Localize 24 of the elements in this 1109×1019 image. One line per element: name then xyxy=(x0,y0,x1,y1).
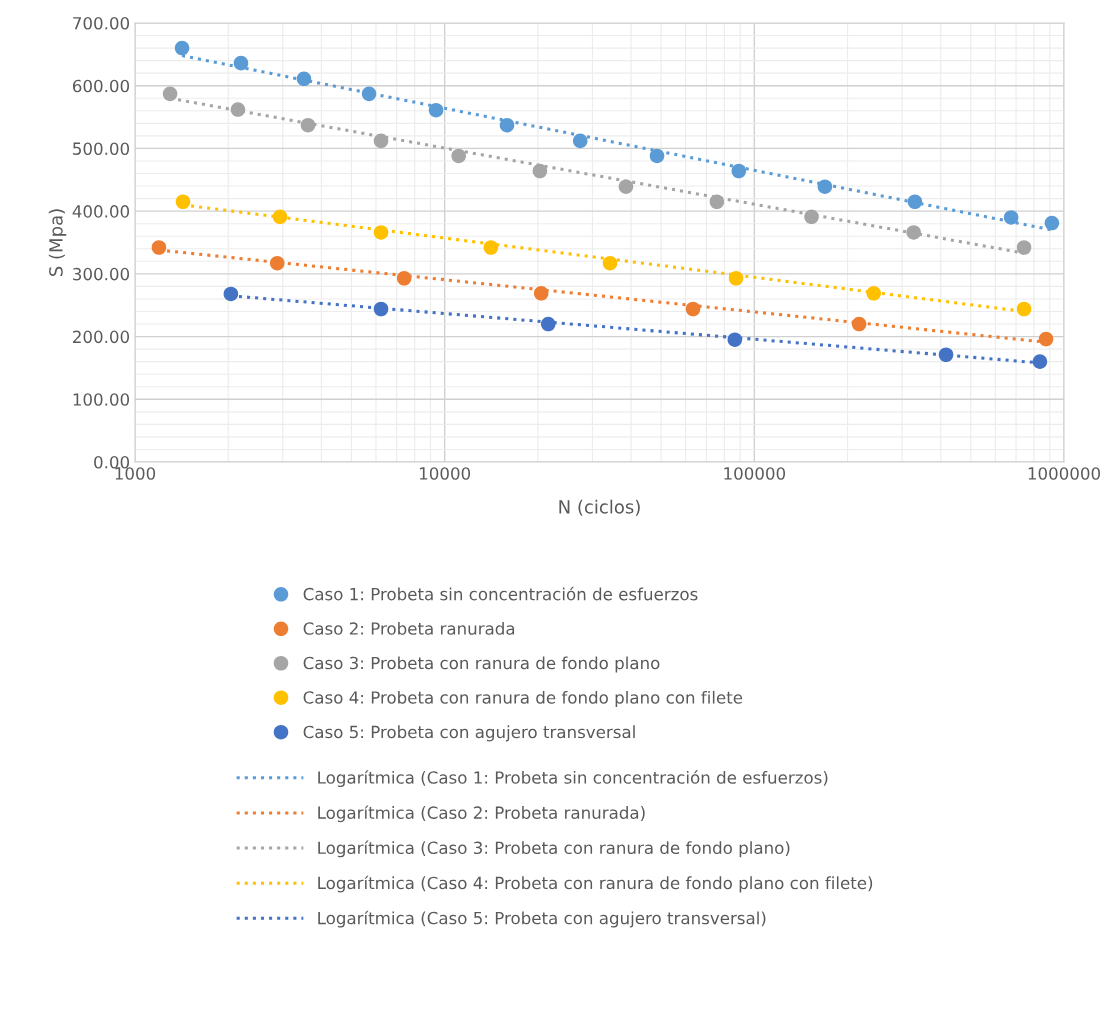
y-tick-label: 400.00 xyxy=(72,205,130,218)
x-tick-label: 1000 xyxy=(115,467,156,480)
y-tick-label: 0.00 xyxy=(94,455,130,469)
legend-label: Logarítmica (Caso 2: Probeta ranurada) xyxy=(318,805,645,823)
legend-label: Logarítmica (Caso 1: Probeta sin concentración de esfuerzos) xyxy=(318,770,828,788)
legend-label: Logarítmica (Caso 4: Probeta con ranura de fondo plano con filete) xyxy=(318,875,873,893)
y-tick-label: 500.00 xyxy=(73,142,130,155)
legend-label: Logarítmica (Caso 5: Probeta con agujero transversal) xyxy=(318,910,766,928)
y-tick-label: 700.00 xyxy=(73,16,130,30)
x-tick-label: 100000 xyxy=(724,467,786,480)
legend-label: Caso 1: Probeta sin concentración de esfuerzos xyxy=(303,586,698,601)
legend-label: Logarítmica (Caso 3: Probeta con ranura de fondo plano) xyxy=(318,840,790,858)
y-tick-label: 100.00 xyxy=(73,393,130,406)
legend-label: Caso 5: Probeta con agujero transversal xyxy=(303,725,635,742)
y-tick-label: 600.00 xyxy=(72,79,130,93)
x-tick-label: 10000 xyxy=(419,467,471,480)
legend-label: Caso 2: Probeta ranurada xyxy=(303,621,515,635)
legend-label: Caso 3: Probeta con ranura de fondo plano xyxy=(303,656,660,673)
y-axis-title: S (Mpa) xyxy=(48,209,67,277)
x-axis-title: N (ciclos) xyxy=(559,499,640,516)
x-tick-label: 1000000 xyxy=(1028,467,1101,480)
y-tick-label: 200.00 xyxy=(73,330,130,344)
legend-label: Caso 4: Probeta con ranura de fondo plano con filete xyxy=(303,690,743,708)
y-tick-label: 300.00 xyxy=(73,267,130,281)
